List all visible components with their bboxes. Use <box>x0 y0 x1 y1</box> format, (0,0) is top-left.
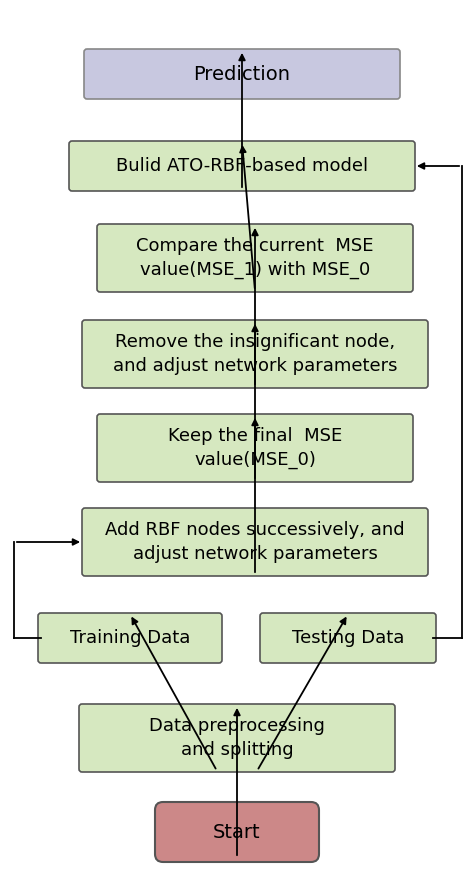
FancyBboxPatch shape <box>97 414 413 482</box>
Text: Training Data: Training Data <box>70 629 190 647</box>
Text: Data preprocessing
and splitting: Data preprocessing and splitting <box>149 717 325 759</box>
FancyBboxPatch shape <box>260 613 436 663</box>
Text: Compare the current  MSE
value(MSE_1) with MSE_0: Compare the current MSE value(MSE_1) wit… <box>136 237 374 279</box>
Text: Testing Data: Testing Data <box>292 629 404 647</box>
Text: Remove the insignificant node,
and adjust network parameters: Remove the insignificant node, and adjus… <box>113 334 397 375</box>
Text: Prediction: Prediction <box>193 64 291 84</box>
FancyBboxPatch shape <box>97 224 413 292</box>
Text: Start: Start <box>213 823 261 841</box>
FancyBboxPatch shape <box>38 613 222 663</box>
FancyBboxPatch shape <box>155 802 319 862</box>
FancyBboxPatch shape <box>82 320 428 388</box>
FancyBboxPatch shape <box>79 704 395 772</box>
FancyBboxPatch shape <box>82 508 428 576</box>
FancyBboxPatch shape <box>84 49 400 99</box>
Text: Keep the final  MSE
value(MSE_0): Keep the final MSE value(MSE_0) <box>168 427 342 469</box>
FancyBboxPatch shape <box>69 141 415 191</box>
Text: Add RBF nodes successively, and
adjust network parameters: Add RBF nodes successively, and adjust n… <box>105 521 405 563</box>
Text: Bulid ATO-RBF-based model: Bulid ATO-RBF-based model <box>116 157 368 175</box>
